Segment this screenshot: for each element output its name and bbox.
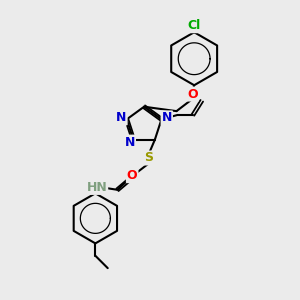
Text: Cl: Cl: [188, 19, 201, 32]
Text: N: N: [116, 111, 127, 124]
Text: N: N: [125, 136, 135, 148]
Text: O: O: [188, 88, 198, 100]
Text: S: S: [145, 152, 154, 164]
Text: O: O: [127, 169, 137, 182]
Text: N: N: [162, 111, 172, 124]
Text: HN: HN: [86, 181, 107, 194]
